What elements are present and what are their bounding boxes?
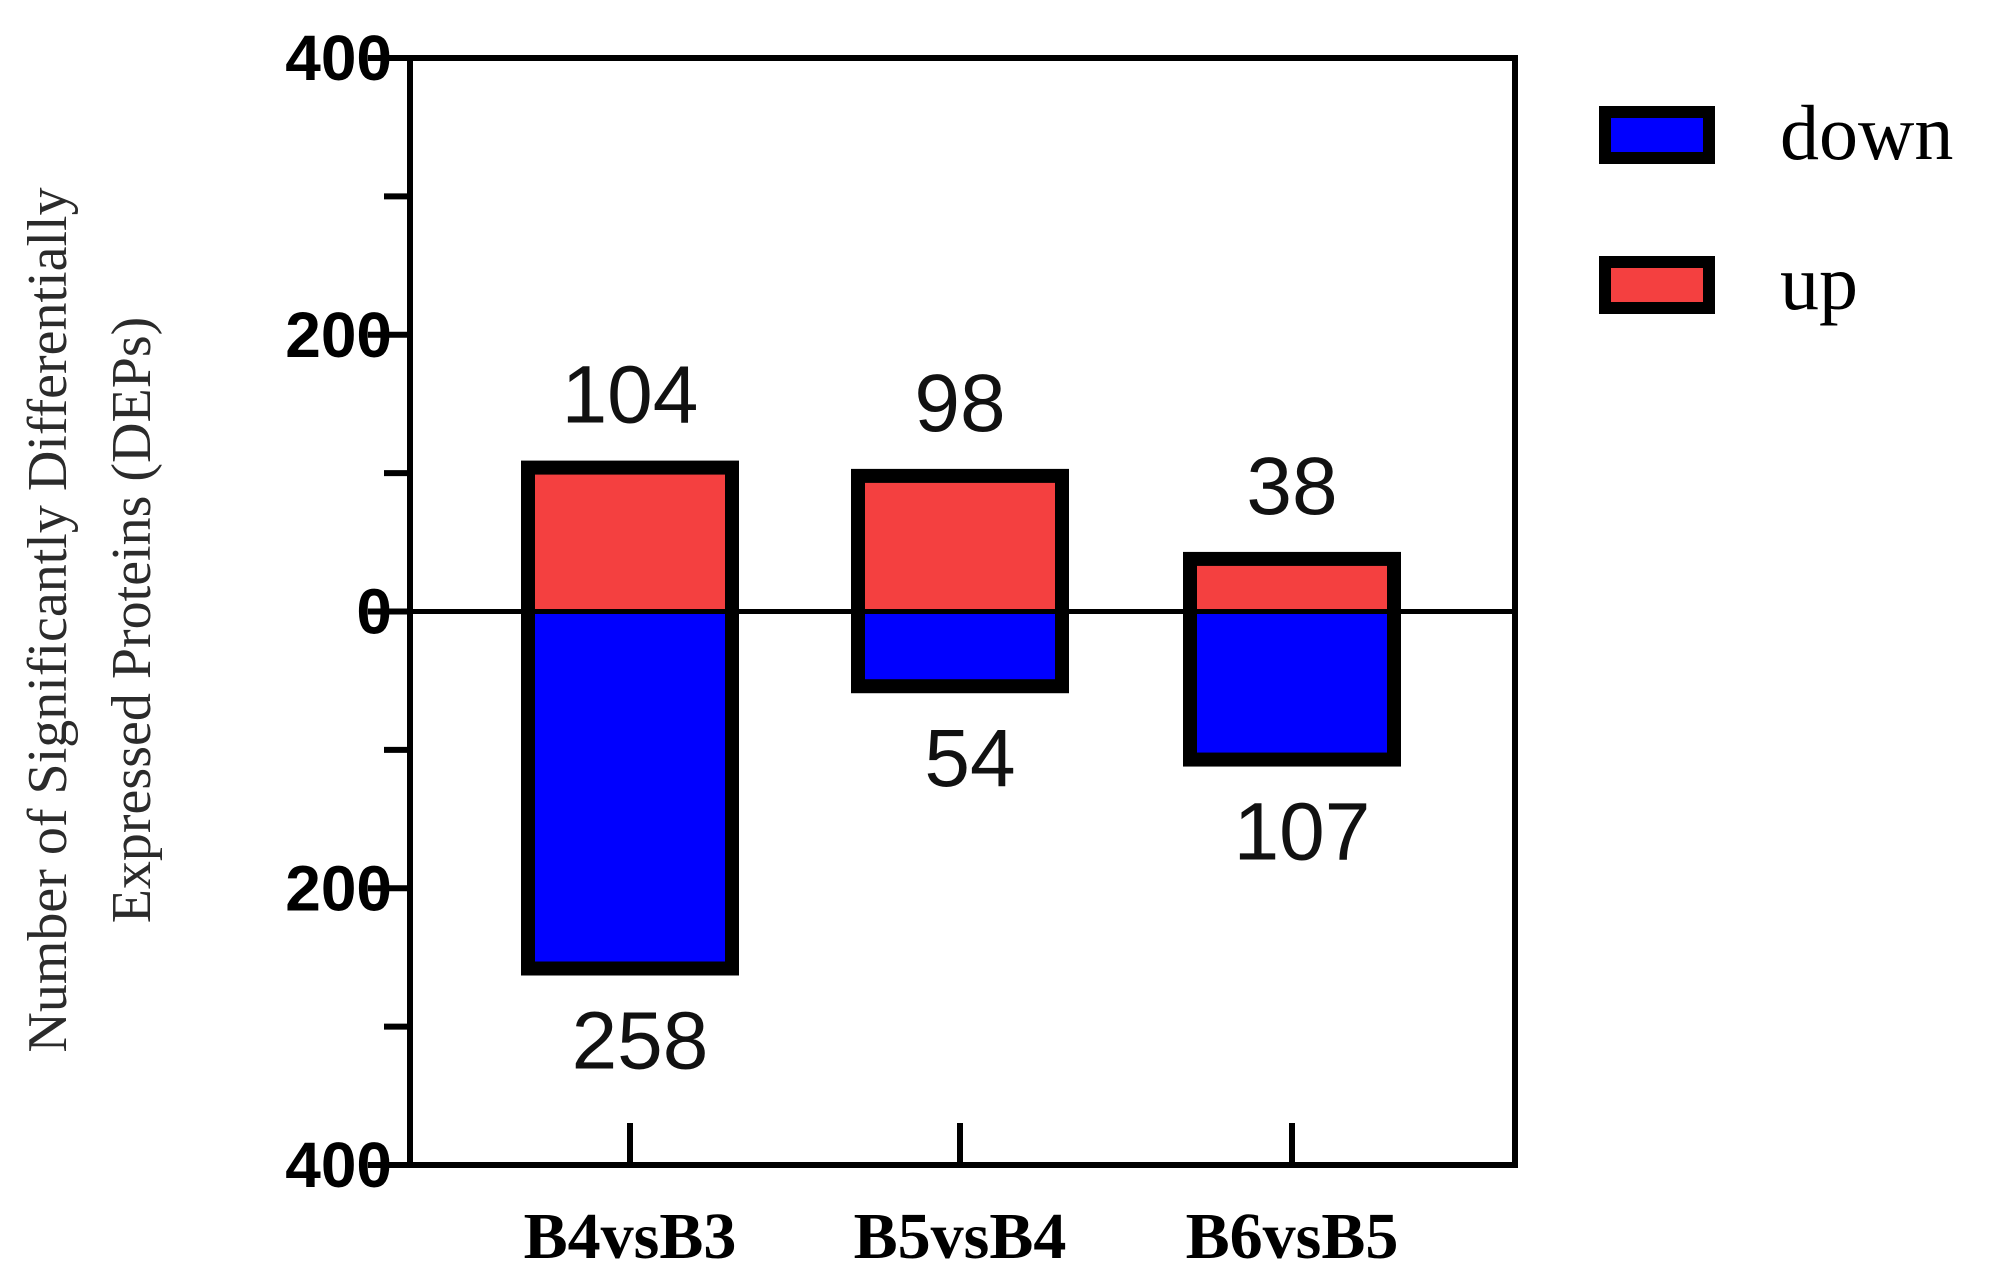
value-label-up-B5vsB4: 98 [914, 358, 1005, 449]
legend-swatch-down [1599, 106, 1715, 164]
value-label-down-B5vsB4: 54 [924, 713, 1015, 804]
y-axis-title-line2: Expressed Proteins (DEPs) [101, 317, 163, 924]
value-label-up-B6vsB5: 38 [1246, 441, 1337, 532]
legend-label-up: up [1780, 239, 1858, 326]
bar-outline-B6vsB5 [1183, 551, 1401, 767]
bar-down-B5vsB4 [858, 611, 1062, 687]
x-tick-label-B6vsB5: B6vsB5 [1186, 1200, 1399, 1273]
bar-down-B4vsB3 [528, 611, 732, 969]
value-label-down-B6vsB5: 107 [1234, 787, 1371, 878]
value-label-up-B4vsB3: 104 [562, 350, 699, 441]
legend: down up [1599, 89, 1953, 326]
bar-outline-B4vsB3 [521, 460, 739, 976]
bar-down-B6vsB5 [1190, 611, 1394, 760]
y-tick-label-6: 200 [285, 852, 392, 924]
bars-layer [521, 460, 1401, 976]
axes-layer [368, 55, 1518, 1168]
y-tick-label-0: 400 [285, 22, 392, 94]
y-tick-label-8: 400 [285, 1129, 392, 1201]
x-tick-label-B4vsB3: B4vsB3 [524, 1200, 737, 1273]
value-label-down-B4vsB3: 258 [572, 996, 709, 1087]
y-tick-label-2: 200 [285, 299, 392, 371]
labels-layer: 104 258 B4vsB3 98 54 B5vsB4 38 107 B6vsB5 400 200 0… [285, 22, 1398, 1273]
x-tick-label-B5vsB4: B5vsB4 [854, 1200, 1067, 1273]
bar-outline-B5vsB4 [851, 468, 1069, 694]
bar-up-B5vsB4 [858, 475, 1062, 612]
y-axis-title-line1: Number of Significantly Differentially [17, 187, 79, 1052]
y-tick-label-4: 0 [356, 576, 392, 648]
bar-up-B4vsB3 [528, 467, 732, 612]
y-axis-title: Number of Significantly Differentially E… [17, 187, 163, 1052]
legend-swatch-up [1599, 256, 1715, 314]
legend-label-down: down [1780, 89, 1953, 176]
bar-up-B6vsB5 [1190, 558, 1394, 612]
